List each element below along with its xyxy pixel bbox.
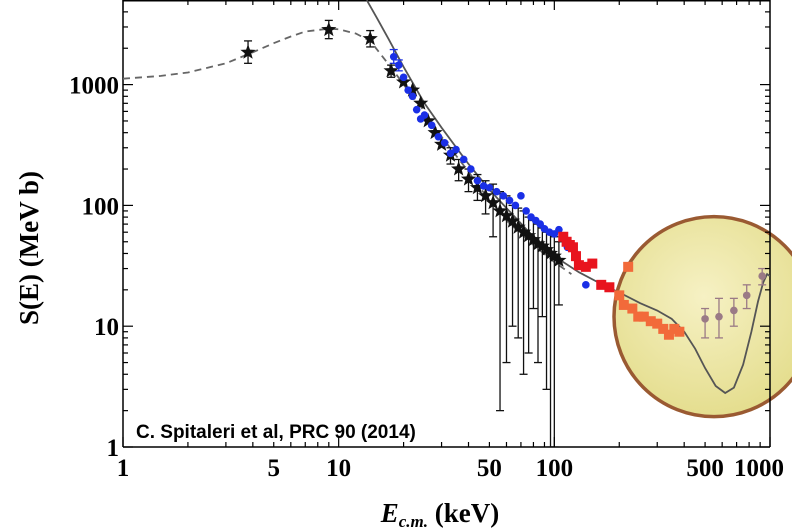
star-marker: [498, 207, 515, 223]
square-marker: [596, 279, 607, 290]
square-marker: [652, 318, 663, 329]
star-marker: [427, 124, 443, 140]
circle-marker: [505, 196, 514, 205]
square-marker: [580, 261, 591, 272]
y-tick-label: 100: [82, 193, 120, 220]
x-tick-label: 5: [267, 455, 280, 482]
square-marker: [587, 258, 598, 269]
star-marker: [534, 238, 550, 253]
x-tick-label: 1: [117, 455, 130, 482]
square-marker: [573, 260, 584, 271]
square-marker: [618, 299, 629, 310]
circle-marker: [434, 132, 443, 141]
x-axis-label: Ec.m. (keV): [380, 498, 500, 530]
circle-marker: [511, 201, 520, 210]
square-marker: [623, 261, 634, 272]
y-tick-label: 10: [94, 314, 119, 341]
circle-marker: [582, 281, 590, 289]
y-axis-label: S(E) (MeV b): [14, 171, 44, 325]
circle-marker: [742, 291, 751, 300]
y-tick-label: 1: [107, 435, 120, 462]
star-marker: [240, 44, 256, 59]
star-marker: [521, 227, 537, 243]
circle-marker: [730, 306, 738, 315]
marker-layer: [240, 21, 766, 340]
circle-marker: [446, 149, 455, 158]
square-marker: [638, 311, 649, 322]
square-marker: [614, 290, 625, 301]
star-marker: [460, 171, 477, 186]
square-marker: [645, 316, 656, 327]
circle-marker: [467, 165, 475, 173]
circle-marker: [399, 73, 408, 82]
circle-marker: [473, 176, 482, 185]
square-marker: [604, 282, 615, 293]
circle-marker: [459, 155, 468, 164]
star-marker: [478, 187, 494, 203]
circle-marker: [389, 52, 398, 61]
star-marker: [525, 231, 541, 247]
circle-marker: [479, 182, 488, 190]
star-marker: [551, 252, 567, 267]
star-marker: [383, 62, 399, 78]
circle-marker: [408, 92, 417, 101]
star-marker: [546, 248, 562, 263]
circle-marker: [715, 312, 723, 321]
circle-marker: [522, 207, 530, 215]
circle-marker: [758, 272, 766, 280]
dashed-fit-curve: [123, 27, 572, 275]
star-marker: [510, 219, 526, 234]
circle-marker: [440, 138, 449, 147]
star-marker: [404, 82, 421, 97]
star-marker: [530, 235, 546, 251]
square-marker: [570, 251, 581, 262]
star-marker: [516, 224, 532, 239]
tick-layer: [122, 0, 771, 448]
square-marker: [558, 231, 569, 242]
star-marker: [485, 194, 501, 210]
x-tick-label: 500: [686, 455, 724, 482]
circle-marker: [412, 105, 421, 114]
square-marker: [669, 323, 680, 334]
circle-marker: [404, 86, 412, 94]
circle-marker: [555, 225, 563, 234]
square-marker: [627, 303, 638, 314]
square-marker: [663, 329, 674, 340]
plot-frame: [122, 0, 771, 448]
solid-fit-curve: [366, 0, 770, 395]
square-marker: [658, 323, 669, 334]
star-marker: [362, 30, 378, 46]
star-marker: [451, 161, 467, 176]
circle-marker: [427, 121, 436, 130]
x-tick-label: 50: [477, 455, 502, 482]
square-marker: [567, 242, 578, 253]
square-marker: [633, 311, 644, 322]
star-marker: [504, 213, 521, 228]
square-marker: [674, 326, 685, 337]
star-marker: [469, 179, 485, 195]
star-marker: [396, 74, 412, 89]
circle-marker: [485, 183, 494, 192]
y-tick-label: 1000: [69, 73, 119, 100]
circle-marker: [420, 111, 429, 119]
citation-annotation: C. Spitaleri et al, PRC 90 (2014): [136, 422, 416, 443]
circle-marker: [701, 315, 709, 323]
circle-marker: [492, 187, 501, 196]
star-marker: [492, 202, 508, 218]
x-tick-label: 100: [536, 455, 574, 482]
circle-marker: [499, 192, 508, 200]
star-marker: [542, 245, 559, 260]
star-marker: [538, 241, 555, 257]
x-tick-label: 10: [326, 455, 351, 482]
circle-marker: [452, 145, 460, 154]
errorbar-layer: [244, 19, 767, 447]
star-marker: [321, 21, 337, 37]
star-marker: [413, 95, 429, 110]
tick-label-layer: 1 5 10 50 100 500 1000 1 10 100 1000: [69, 73, 784, 482]
circle-marker: [394, 61, 403, 69]
x-tick-label: 1000: [734, 455, 784, 482]
star-marker: [420, 113, 436, 128]
circle-marker: [517, 192, 525, 200]
